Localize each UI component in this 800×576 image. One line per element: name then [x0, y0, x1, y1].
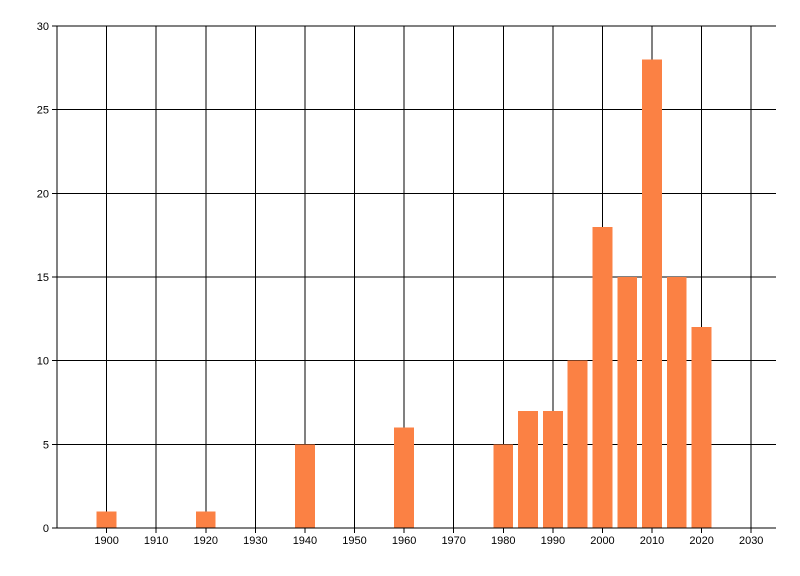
- bar-2010: [642, 59, 662, 528]
- x-tick-label-1980: 1980: [491, 535, 515, 547]
- bar-1940: [295, 444, 315, 528]
- x-tick-label-1900: 1900: [94, 535, 118, 547]
- x-tick-label-1960: 1960: [392, 535, 416, 547]
- bar-1960: [394, 427, 415, 528]
- x-tick-label-1940: 1940: [293, 535, 317, 547]
- x-tick-label-1910: 1910: [144, 535, 168, 547]
- bar-1985: [518, 410, 538, 528]
- y-tick-label-10: 10: [37, 356, 49, 368]
- y-tick-label-20: 20: [37, 188, 49, 200]
- y-tick-label-5: 5: [43, 439, 49, 451]
- bar-1920: [195, 511, 216, 528]
- bar-1995: [567, 360, 588, 528]
- x-tick-label-2010: 2010: [640, 535, 664, 547]
- y-tick-label-15: 15: [37, 272, 49, 284]
- bar-2015: [666, 277, 687, 528]
- bar-1980: [493, 444, 514, 528]
- bar-2005: [617, 277, 638, 528]
- x-tick-label-1950: 1950: [342, 535, 366, 547]
- x-tick-label-2020: 2020: [689, 535, 713, 547]
- bar-1990: [542, 410, 563, 528]
- x-tick-label-1930: 1930: [243, 535, 267, 547]
- x-tick-label-2030: 2030: [739, 535, 763, 547]
- bar-2000: [592, 226, 613, 529]
- x-tick-label-1990: 1990: [541, 535, 565, 547]
- bar-1900: [96, 511, 117, 528]
- y-tick-label-25: 25: [37, 105, 49, 117]
- y-tick-label-0: 0: [43, 523, 49, 535]
- x-tick-label-1970: 1970: [441, 535, 465, 547]
- bar-2020: [691, 327, 712, 528]
- x-tick-label-2000: 2000: [590, 535, 614, 547]
- y-tick-label-30: 30: [37, 21, 49, 33]
- x-tick-label-1920: 1920: [194, 535, 218, 547]
